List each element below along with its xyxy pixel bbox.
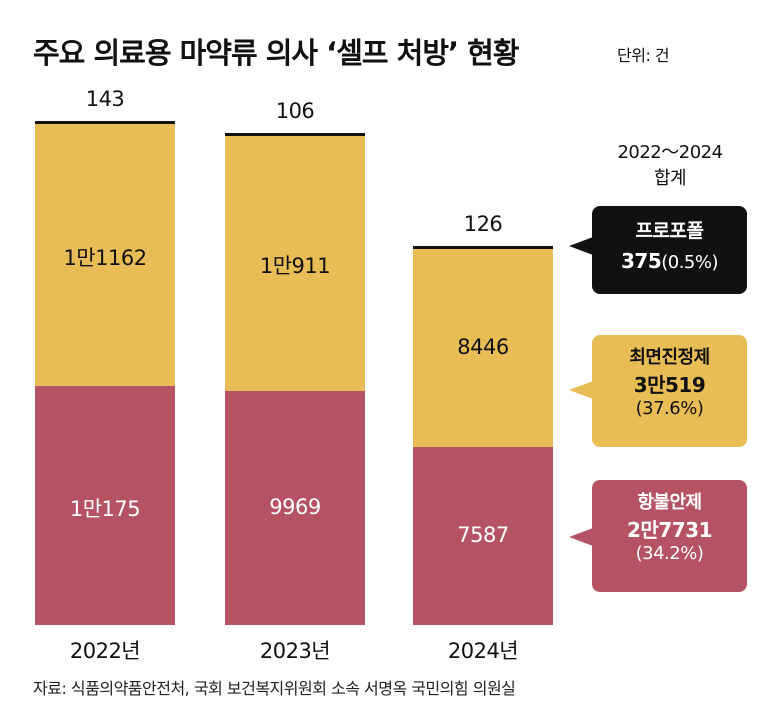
callout-tail-anxiolytic (569, 528, 593, 546)
anxiolytic-total: 2만7731 (627, 518, 712, 542)
bar-segment-anxiolytic (35, 386, 175, 625)
data-label-propofol: 143 (85, 87, 125, 111)
propofol-share: (0.5%) (661, 252, 719, 273)
data-label-propofol: 106 (275, 98, 315, 123)
summary-box-propofol: 프로포폴 375(0.5%) (592, 206, 747, 294)
source-note: 자료: 식품의약품안전처, 국회 보건복지위원회 소속 서명옥 국민의힘 의원실 (33, 679, 516, 698)
sedative-share: (37.6%) (635, 398, 704, 419)
x-tick-label: 2024년 (447, 639, 519, 663)
summary-box-sedative: 최면진정제 3만519 (37.6%) (592, 335, 747, 447)
propofol-total: 375 (620, 249, 662, 273)
data-label: 1만1162 (63, 246, 147, 271)
data-label: 1만175 (69, 496, 141, 521)
sedative-name: 최면진정제 (629, 347, 710, 368)
data-label: 9969 (269, 495, 321, 520)
anxiolytic-share: (34.2%) (635, 543, 704, 564)
summary-period: 2022～2024 (617, 142, 723, 163)
summary-box-anxiolytic: 항불안제 2만7731 (34.2%) (592, 480, 747, 592)
bar-segment-sedative (35, 124, 175, 387)
bar-segment-propofol (35, 121, 175, 125)
data-label: 8446 (457, 334, 509, 359)
sedative-total: 3만519 (633, 373, 706, 397)
bar-segment-anxiolytic (225, 391, 365, 625)
bar-segment-sedative (225, 135, 365, 392)
summary-heading: 2022～2024 합계 (600, 140, 740, 192)
chart-title: 주요 의료용 마약류 의사 ‘셀프 처방’ 현황 (33, 36, 519, 70)
summary-subheading: 합계 (653, 168, 687, 189)
data-label: 1만911 (259, 254, 331, 279)
propofol-name: 프로포폴 (635, 220, 704, 242)
bar-segment-anxiolytic (413, 446, 553, 625)
anxiolytic-name: 항불안제 (637, 492, 702, 513)
data-label: 7587 (457, 522, 509, 547)
callout-tail-propofol (569, 237, 593, 255)
x-tick-label: 2022년 (69, 639, 141, 663)
bar-segment-propofol (225, 132, 365, 136)
bar-segment-propofol (413, 245, 553, 249)
unit-label: 단위: 건 (617, 46, 670, 65)
callout-tail-sedative (569, 381, 593, 399)
bar-segment-sedative (413, 248, 553, 447)
data-label-propofol: 126 (463, 211, 503, 236)
x-tick-label: 2023년 (259, 639, 331, 663)
